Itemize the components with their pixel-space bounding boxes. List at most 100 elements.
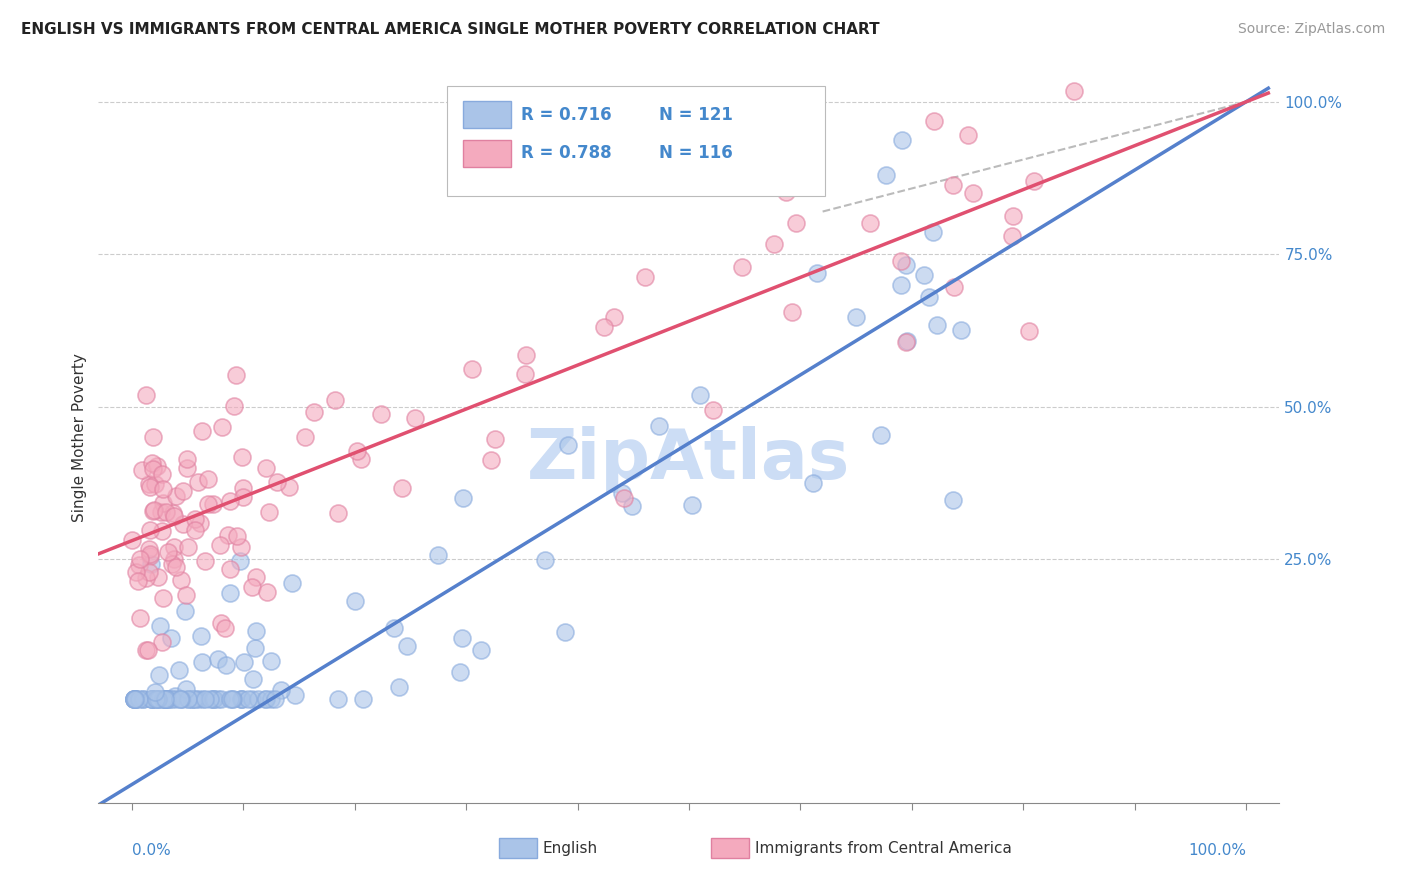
- Point: [124, 692, 146, 706]
- Point: [141, 557, 163, 571]
- Point: [122, 692, 145, 706]
- Point: [214, 621, 236, 635]
- Point: [730, 260, 752, 274]
- Point: [912, 268, 935, 282]
- Point: [613, 491, 636, 505]
- Point: [956, 128, 979, 143]
- Point: [159, 632, 181, 646]
- Point: [479, 453, 502, 467]
- Point: [139, 480, 162, 494]
- Text: N = 116: N = 116: [659, 145, 733, 162]
- Point: [426, 548, 449, 562]
- Point: [270, 683, 292, 698]
- Point: [155, 692, 177, 706]
- Point: [254, 692, 277, 706]
- Point: [125, 692, 148, 706]
- Point: [162, 506, 184, 520]
- Point: [859, 216, 882, 230]
- Point: [484, 432, 506, 446]
- Point: [138, 542, 160, 557]
- Point: [231, 692, 253, 706]
- Point: [165, 489, 187, 503]
- Point: [124, 692, 146, 706]
- Point: [218, 586, 240, 600]
- Point: [1024, 174, 1046, 188]
- Point: [240, 692, 263, 706]
- Point: [681, 499, 703, 513]
- Point: [155, 505, 177, 519]
- Point: [143, 684, 166, 698]
- Point: [153, 692, 176, 706]
- Point: [202, 692, 225, 706]
- Point: [346, 444, 368, 458]
- Point: [190, 516, 212, 531]
- Point: [146, 458, 169, 473]
- Point: [612, 485, 634, 500]
- Point: [391, 481, 413, 495]
- Point: [218, 562, 240, 576]
- Point: [125, 565, 148, 579]
- Text: Source: ZipAtlas.com: Source: ZipAtlas.com: [1237, 22, 1385, 37]
- Point: [395, 639, 418, 653]
- Point: [211, 420, 233, 434]
- Point: [135, 571, 157, 585]
- Point: [152, 591, 174, 605]
- Point: [172, 692, 194, 706]
- Point: [149, 619, 172, 633]
- Point: [187, 475, 209, 489]
- Point: [233, 655, 256, 669]
- Point: [209, 615, 232, 630]
- Text: Immigrants from Central America: Immigrants from Central America: [755, 840, 1012, 855]
- Point: [207, 651, 229, 665]
- Point: [181, 692, 204, 706]
- Point: [470, 643, 492, 657]
- Point: [172, 516, 194, 531]
- Text: ENGLISH VS IMMIGRANTS FROM CENTRAL AMERICA SINGLE MOTHER POVERTY CORRELATION CHA: ENGLISH VS IMMIGRANTS FROM CENTRAL AMERI…: [21, 22, 880, 37]
- Point: [1001, 210, 1024, 224]
- Point: [153, 692, 176, 706]
- Point: [382, 621, 405, 635]
- Point: [242, 673, 264, 687]
- Text: 100.0%: 100.0%: [1188, 843, 1246, 858]
- Point: [231, 450, 253, 464]
- Point: [202, 692, 225, 706]
- Point: [157, 545, 180, 559]
- Point: [128, 558, 150, 572]
- Point: [896, 334, 918, 349]
- Text: 0.0%: 0.0%: [132, 843, 170, 858]
- Point: [150, 524, 173, 538]
- Point: [554, 625, 576, 640]
- Point: [152, 495, 174, 509]
- Point: [121, 533, 143, 548]
- Point: [207, 692, 229, 706]
- Point: [352, 692, 374, 706]
- Point: [143, 503, 166, 517]
- Point: [918, 290, 941, 304]
- Point: [138, 547, 160, 561]
- Point: [266, 475, 288, 489]
- Point: [139, 524, 162, 538]
- Point: [557, 438, 579, 452]
- Point: [245, 640, 267, 655]
- Point: [208, 538, 231, 552]
- Point: [150, 635, 173, 649]
- Point: [890, 278, 912, 293]
- Point: [962, 186, 984, 200]
- Point: [165, 690, 187, 704]
- Text: English: English: [543, 840, 598, 855]
- Point: [194, 554, 217, 568]
- Point: [762, 237, 785, 252]
- Point: [894, 334, 917, 349]
- Point: [148, 668, 170, 682]
- Point: [149, 505, 172, 519]
- Point: [163, 552, 186, 566]
- Point: [174, 682, 197, 697]
- Point: [150, 467, 173, 481]
- Point: [513, 368, 536, 382]
- Point: [922, 114, 945, 128]
- Point: [138, 476, 160, 491]
- Point: [284, 688, 307, 702]
- Point: [200, 692, 222, 706]
- Point: [135, 387, 157, 401]
- Point: [194, 692, 217, 706]
